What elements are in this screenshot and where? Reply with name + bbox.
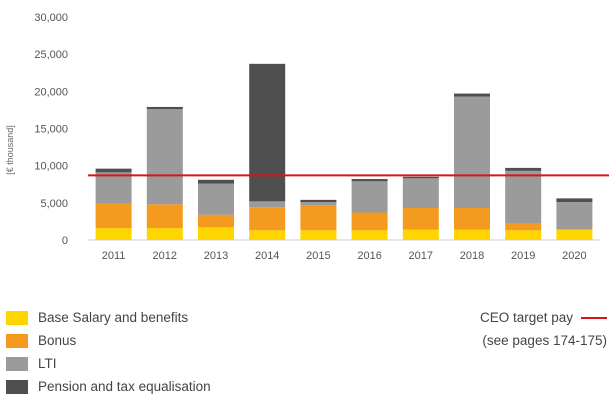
legend-swatch xyxy=(6,379,28,394)
x-tick-label: 2015 xyxy=(306,250,330,262)
bar-segment xyxy=(505,170,542,224)
legend-item-base-salary: Base Salary and benefits xyxy=(6,306,211,329)
legend-swatch xyxy=(6,333,28,348)
bar-segment xyxy=(249,63,286,202)
legend-swatch xyxy=(6,310,28,325)
legend-item-pension: Pension and tax equalisation xyxy=(6,375,211,398)
bar-segment xyxy=(95,168,132,173)
bar-segment xyxy=(146,106,183,110)
bar-segment xyxy=(198,183,234,215)
bars xyxy=(95,63,593,240)
bar-segment xyxy=(300,199,337,203)
bar-segment xyxy=(95,203,132,229)
bar-segment xyxy=(402,208,439,230)
bar-segment xyxy=(454,93,490,97)
bar-segment xyxy=(505,230,542,240)
x-tick-label: 2013 xyxy=(204,250,228,262)
y-tick-label: 20,000 xyxy=(34,86,68,98)
bar-segment xyxy=(351,230,388,240)
y-tick-label: 5,000 xyxy=(40,198,68,210)
bar-segment xyxy=(249,230,286,240)
target-legend: CEO target pay (see pages 174-175) xyxy=(480,306,607,352)
bar-segment xyxy=(95,172,132,204)
bar-segment xyxy=(402,176,439,179)
legend-label: Base Salary and benefits xyxy=(38,310,189,325)
target-legend-line xyxy=(581,316,607,319)
bar-segment xyxy=(556,198,593,203)
target-note-row: (see pages 174-175) xyxy=(480,329,607,352)
y-tick-label: 25,000 xyxy=(34,49,68,61)
y-tick-label: 0 xyxy=(62,235,68,247)
bar-segment xyxy=(146,228,183,240)
bar-segment xyxy=(198,179,234,184)
legend-swatch xyxy=(6,356,28,371)
x-axis: 2011 2012 2013 2014 2015 2016 2017 2018 2019 2020 xyxy=(102,250,587,262)
bar-segment xyxy=(454,229,490,240)
bar-segment xyxy=(505,167,542,171)
target-legend-note: (see pages 174-175) xyxy=(482,333,607,348)
bar-segment xyxy=(300,202,337,206)
stacked-bar-chart: 0 5,000 10,000 15,000 20,000 25,000 30,000 [€ … xyxy=(5,12,609,262)
bar-segment xyxy=(198,227,234,240)
bar-segment xyxy=(351,181,388,213)
x-tick-label: 2020 xyxy=(562,250,586,262)
y-axis-label: [€ thousand] xyxy=(5,125,15,175)
x-tick-label: 2012 xyxy=(153,250,177,262)
bar-segment xyxy=(556,202,593,230)
bar-segment xyxy=(95,228,132,240)
legend: Base Salary and benefits Bonus LTI Pensi… xyxy=(6,306,211,398)
bar-segment xyxy=(146,204,183,229)
legend-label: Pension and tax equalisation xyxy=(38,379,211,394)
bar-segment xyxy=(556,229,593,240)
target-legend-label: CEO target pay xyxy=(479,310,573,325)
x-tick-label: 2018 xyxy=(460,250,484,262)
bar-segment xyxy=(505,223,542,231)
x-tick-label: 2014 xyxy=(255,250,279,262)
x-tick-label: 2017 xyxy=(409,250,433,262)
y-axis: 0 5,000 10,000 15,000 20,000 25,000 30,000 xyxy=(34,12,68,247)
bar-segment xyxy=(249,207,286,231)
bar-segment xyxy=(146,109,183,205)
legend-item-lti: LTI xyxy=(6,352,211,375)
y-tick-label: 30,000 xyxy=(34,12,68,24)
x-tick-label: 2011 xyxy=(102,250,126,262)
bar-segment xyxy=(300,230,337,240)
y-tick-label: 15,000 xyxy=(34,124,68,136)
legend-label: Bonus xyxy=(38,333,77,348)
bar-segment xyxy=(300,205,337,231)
bar-segment xyxy=(351,212,388,231)
bar-segment xyxy=(198,214,234,228)
bar-segment xyxy=(351,179,388,182)
bar-segment xyxy=(454,96,490,209)
bar-segment xyxy=(454,208,490,230)
bar-segment xyxy=(402,178,439,209)
legend-label: LTI xyxy=(38,356,57,371)
target-legend-row: CEO target pay xyxy=(480,306,607,329)
bar-segment xyxy=(402,229,439,240)
y-tick-label: 10,000 xyxy=(34,161,68,173)
x-tick-label: 2016 xyxy=(357,250,381,262)
legend-item-bonus: Bonus xyxy=(6,329,211,352)
bar-segment xyxy=(249,201,286,208)
x-tick-label: 2019 xyxy=(511,250,535,262)
